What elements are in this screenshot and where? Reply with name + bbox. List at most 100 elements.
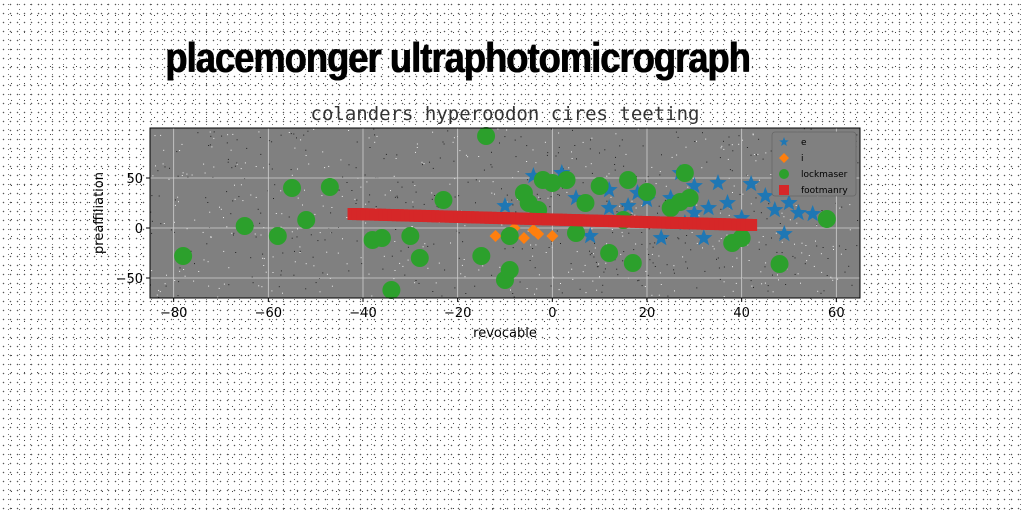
noise-speck <box>767 290 769 292</box>
legend-marker-e <box>779 137 789 146</box>
noise-speck <box>658 294 660 296</box>
legend-marker-lockmaser <box>779 169 789 179</box>
noise-speck <box>231 232 233 234</box>
noise-speck <box>174 204 176 206</box>
point-e <box>695 229 713 246</box>
x-tick-label: −40 <box>349 306 376 321</box>
noise-speck <box>399 262 401 264</box>
noise-speck <box>631 200 633 202</box>
noise-speck <box>207 202 209 203</box>
noise-speck <box>561 292 563 294</box>
noise-speck <box>158 296 160 298</box>
noise-speck <box>729 169 731 171</box>
noise-speck <box>179 267 181 269</box>
noise-speck <box>604 149 606 151</box>
noise-speck <box>621 139 623 141</box>
noise-speck <box>431 192 433 194</box>
noise-speck <box>566 191 568 193</box>
noise-speck <box>610 196 612 198</box>
noise-speck <box>365 222 367 224</box>
noise-speck <box>750 280 752 282</box>
noise-speck <box>765 152 767 154</box>
noise-speck <box>260 234 262 236</box>
noise-speck <box>240 184 242 186</box>
noise-speck <box>250 194 252 196</box>
noise-speck <box>571 268 573 270</box>
point-e <box>733 209 751 226</box>
noise-speck <box>226 191 228 193</box>
noise-speck <box>838 245 840 247</box>
point-lockmaser <box>410 249 429 267</box>
noise-speck <box>177 295 179 297</box>
noise-speck <box>272 272 274 273</box>
noise-speck <box>491 166 493 168</box>
point-e <box>619 197 637 214</box>
noise-speck <box>290 169 292 171</box>
noise-speck <box>154 135 156 137</box>
point-lockmaser <box>268 227 287 245</box>
noise-speck <box>596 289 598 291</box>
noise-speck <box>755 197 757 199</box>
noise-speck <box>693 178 695 180</box>
noise-speck <box>400 250 402 252</box>
noise-speck <box>530 244 532 246</box>
noise-speck <box>394 196 396 198</box>
noise-speck <box>213 131 215 133</box>
noise-speck <box>649 243 651 245</box>
noise-speck <box>673 269 675 271</box>
noise-speck <box>190 250 192 252</box>
noise-speck <box>520 136 522 138</box>
noise-speck <box>687 186 689 188</box>
noise-speck <box>723 296 725 297</box>
noise-speck <box>356 199 358 201</box>
noise-speck <box>208 145 210 146</box>
point-lockmaser <box>372 229 391 247</box>
noise-speck <box>623 251 625 253</box>
noise-speck <box>686 235 688 236</box>
noise-speck <box>755 160 757 162</box>
noise-speck <box>585 166 587 168</box>
plot-frame <box>149 127 861 299</box>
noise-speck <box>458 195 460 197</box>
noise-speck <box>504 136 506 138</box>
point-lockmaser <box>472 247 491 265</box>
noise-speck <box>337 252 339 254</box>
x-tick-label: 0 <box>548 306 556 321</box>
noise-speck <box>718 240 720 242</box>
point-e <box>581 227 599 244</box>
noise-speck <box>324 167 326 169</box>
noise-speck <box>598 263 600 265</box>
point-lockmaser <box>600 244 619 262</box>
noise-speck <box>705 138 707 140</box>
noise-speck <box>288 132 290 133</box>
noise-speck <box>857 220 859 221</box>
noise-speck <box>572 129 573 131</box>
noise-speck <box>346 182 348 183</box>
noise-speck <box>452 141 454 143</box>
noise-speck <box>433 243 435 245</box>
noise-speck <box>210 236 212 238</box>
noise-speck <box>621 231 623 233</box>
noise-speck <box>585 292 587 294</box>
noise-speck <box>696 140 697 142</box>
noise-speck <box>676 154 678 156</box>
noise-speck <box>635 243 637 245</box>
noise-speck <box>702 247 703 249</box>
noise-speck <box>800 282 801 284</box>
noise-speck <box>696 242 698 244</box>
noise-speck <box>313 265 315 267</box>
noise-speck <box>341 195 343 197</box>
x-tick-label: 40 <box>733 306 750 321</box>
noise-speck <box>407 259 409 261</box>
noise-speck <box>355 167 357 169</box>
noise-speck <box>244 162 246 164</box>
noise-speck <box>305 263 307 265</box>
noise-speck <box>568 167 570 169</box>
noise-speck <box>559 194 560 196</box>
noise-speck <box>160 223 162 225</box>
noise-speck <box>210 135 212 137</box>
series-e <box>496 164 822 246</box>
noise-speck <box>251 276 253 278</box>
noise-speck <box>395 229 397 230</box>
noise-speck <box>748 260 750 261</box>
